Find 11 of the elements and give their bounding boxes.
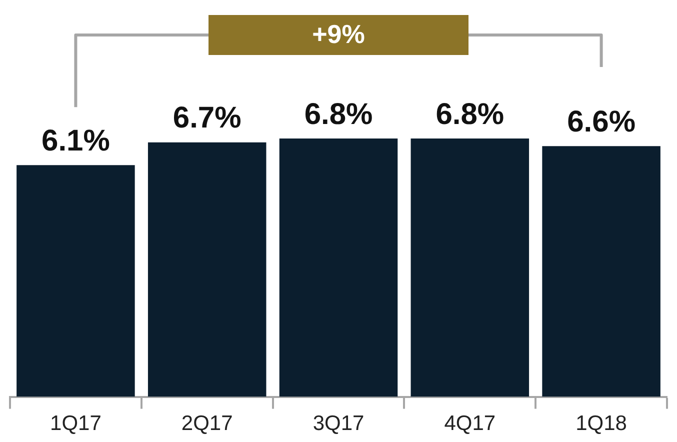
x-tick-label: 3Q17 <box>312 412 364 436</box>
data-label: 6.7% <box>172 102 242 135</box>
x-tick-label: 2Q17 <box>181 412 233 436</box>
x-tick-label: 1Q18 <box>576 412 627 436</box>
data-label: 6.6% <box>567 105 636 138</box>
x-tick-label: 4Q17 <box>444 412 496 436</box>
text: +9% <box>312 19 365 50</box>
x-tick-label: 1Q17 <box>50 412 102 436</box>
data-label: 6.1% <box>42 124 110 158</box>
data-label: 6.8% <box>304 98 373 131</box>
data-label: 6.8% <box>436 98 504 131</box>
